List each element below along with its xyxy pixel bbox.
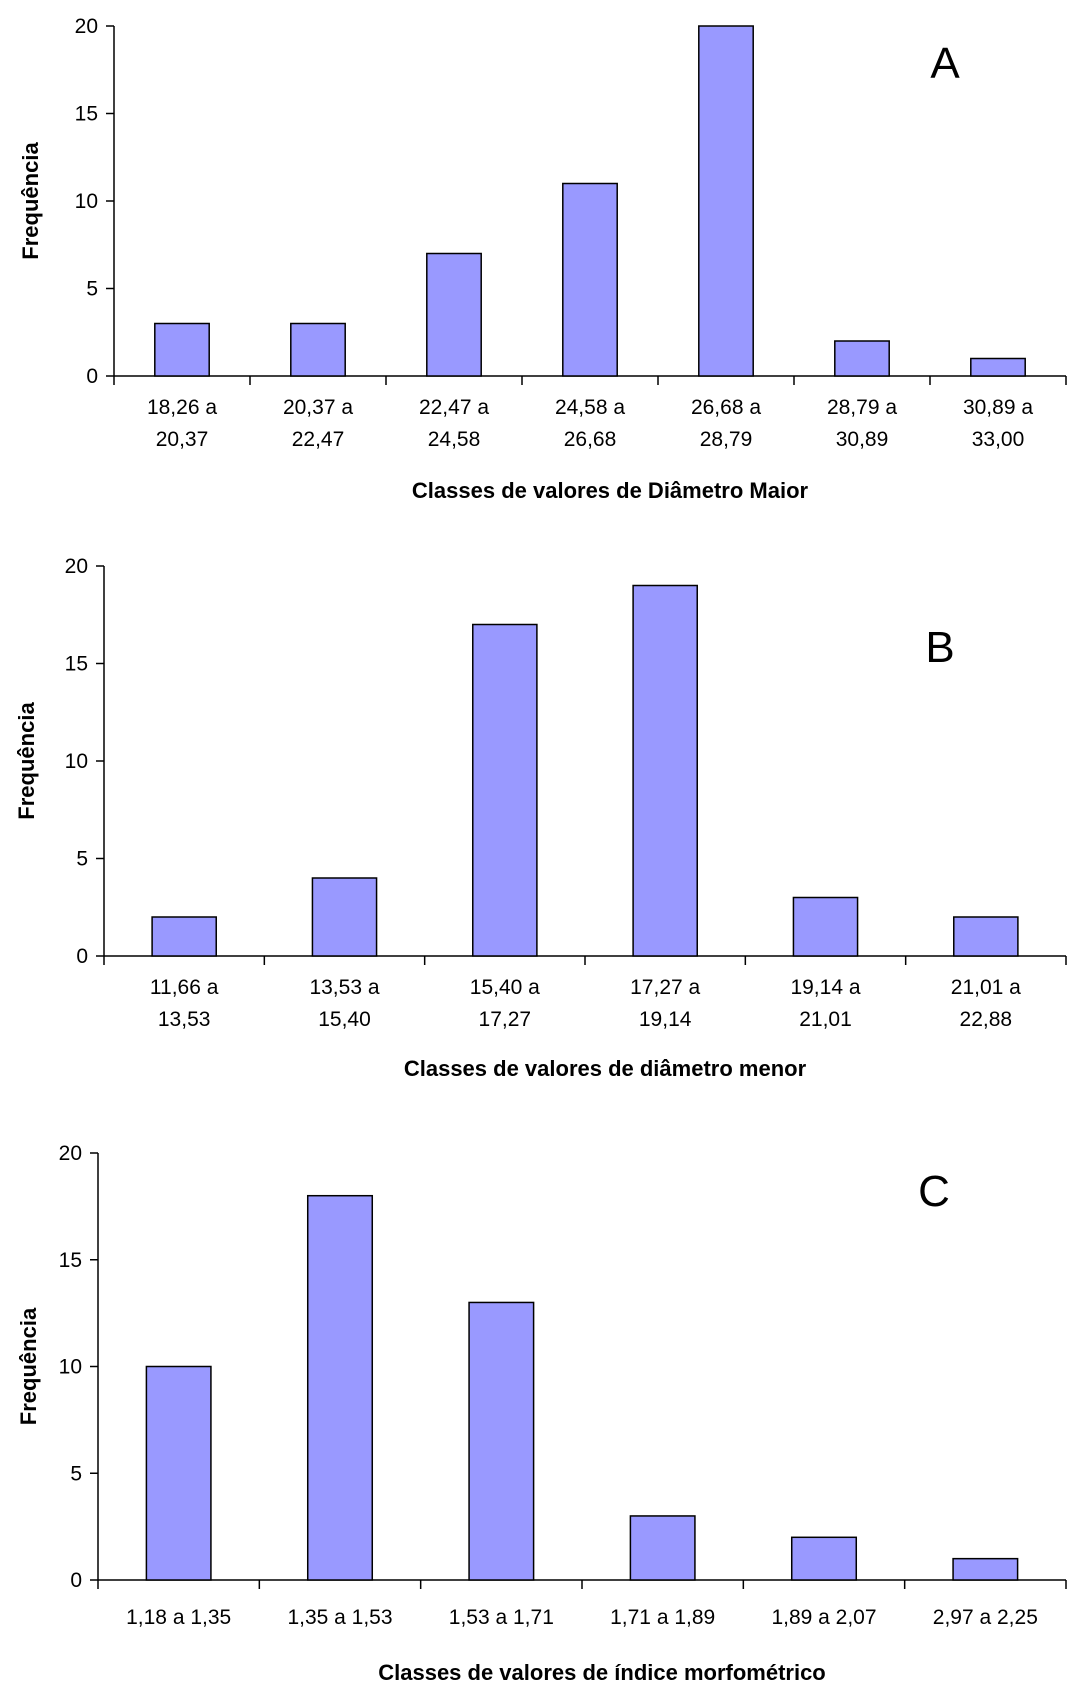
chart-1-y-tick-label: 15	[75, 103, 98, 126]
chart-1-x-axis-title: Classes de valores de Diâmetro Maior	[412, 478, 809, 503]
chart-2-x-axis-title: Classes de valores de diâmetro menor	[404, 1056, 807, 1081]
chart-3-category-label: 1,18 a 1,35	[126, 1606, 231, 1629]
chart-3-y-tick-label: 0	[70, 1569, 82, 1592]
chart-2-panel-letter: B	[925, 623, 954, 672]
chart-2-y-tick-label: 5	[76, 848, 88, 871]
chart-2-category-label: 13,53 a 15,40	[309, 976, 379, 1031]
chart-1-category-label: 26,68 a 28,79	[691, 396, 761, 451]
chart-1-y-tick-label: 10	[75, 190, 98, 213]
chart-3-category-label: 1,89 a 2,07	[771, 1606, 876, 1629]
chart-1-bar	[834, 340, 890, 377]
chart-2-category-label: 21,01 a 22,88	[951, 976, 1021, 1031]
chart-2-bar	[472, 623, 538, 957]
chart-1-bar	[426, 252, 482, 377]
chart-1-category-label: 24,58 a 26,68	[555, 396, 625, 451]
chart-3-x-axis-title: Classes de valores de índice morfométric…	[378, 1660, 826, 1685]
chart-1-y-tick-label: 5	[86, 278, 98, 301]
chart-1-category-label: 30,89 a 33,00	[963, 396, 1033, 451]
chart-3-bar	[145, 1365, 212, 1581]
chart-2-bar	[632, 584, 698, 957]
chart-2-category-label: 17,27 a 19,14	[630, 976, 700, 1031]
chart-3-y-tick-label: 20	[59, 1142, 82, 1165]
chart-3-bar	[629, 1515, 696, 1581]
chart-3-y-tick-label: 10	[59, 1356, 82, 1379]
chart-3-bar	[306, 1194, 374, 1581]
chart-3-panel-letter: C	[918, 1167, 950, 1216]
chart-2-y-tick-label: 0	[76, 945, 88, 968]
chart-2-y-tick-label: 20	[65, 555, 88, 578]
chart-3-category-label: 1,71 a 1,89	[610, 1606, 715, 1629]
chart-1-category-label: 22,47 a 24,58	[419, 396, 489, 451]
chart-3-y-tick-label: 5	[70, 1462, 82, 1485]
chart-1-category-label: 28,79 a 30,89	[827, 396, 897, 451]
chart-2-bar	[311, 877, 378, 957]
chart-3-bar	[468, 1301, 535, 1581]
chart-1-panel-letter: A	[930, 39, 960, 88]
chart-2-y-tick-label: 15	[65, 653, 88, 676]
chart-1-y-axis-title: Frequência	[18, 142, 43, 260]
chart-3-y-tick-label: 15	[59, 1249, 82, 1272]
chart-1-bar	[290, 322, 346, 377]
chart-3-bar	[790, 1536, 858, 1581]
chart-2-category-label: 19,14 a 21,01	[790, 976, 860, 1031]
chart-3-category-label: 1,53 a 1,71	[449, 1606, 554, 1629]
chart-1-bar	[562, 182, 618, 377]
chart-1-bar	[698, 25, 754, 377]
chart-2-y-axis-title: Frequência	[14, 702, 39, 820]
chart-1-bar	[154, 322, 210, 377]
chart-2-category-label: 15,40 a 17,27	[470, 976, 540, 1031]
chart-2-bar	[151, 916, 217, 957]
chart-1-bar	[970, 357, 1026, 377]
chart-2-bar	[792, 896, 859, 957]
chart-2-y-tick-label: 10	[65, 750, 88, 773]
histogram-panel-c: 0 5 10 15 20 1,18 a 1,35 1,35 a 1,53 1,53 a 1,7…	[16, 1142, 1067, 1685]
chart-2-category-label: 11,66 a 13,53	[150, 976, 219, 1031]
chart-1-y-tick-label: 0	[86, 365, 98, 388]
chart-3-y-axis-title: Frequência	[16, 1307, 41, 1425]
chart-3-bar	[952, 1557, 1019, 1581]
chart-3-category-label: 1,35 a 1,53	[287, 1606, 392, 1629]
chart-1-y-tick-label: 20	[75, 15, 98, 38]
chart-3-category-label: 2,97 a 2,25	[933, 1606, 1038, 1629]
chart-1-category-label: 18,26 a 20,37	[147, 396, 217, 451]
chart-2-bar	[953, 916, 1019, 957]
chart-1-category-label: 20,37 a 22,47	[283, 396, 353, 451]
